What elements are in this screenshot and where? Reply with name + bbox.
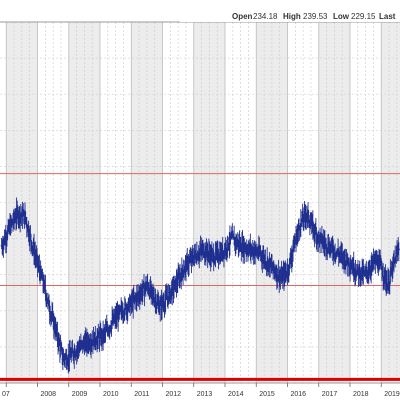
x-tick-label-2010: 2010: [103, 391, 119, 398]
low-label: Low: [333, 12, 350, 21]
x-tick-label-2018: 2018: [353, 391, 369, 398]
x-tick-label-2013: 2013: [197, 391, 213, 398]
x-tick-label-2016: 2016: [291, 391, 307, 398]
x-axis: 07 2008 2009 2010 2011 2012 2013 2014 2015 2016 20…: [2, 383, 400, 398]
reference-lines: [0, 173, 400, 381]
x-tick-label-2014: 2014: [228, 391, 244, 398]
x-tick-label-2009: 2009: [72, 391, 88, 398]
x-tick-label-2011: 2011: [134, 391, 149, 398]
open-label: Open: [232, 12, 253, 21]
x-tick-label-07: 07: [2, 391, 10, 398]
gridlines: [0, 21, 400, 384]
quote-header: Open 234.18 High 239.53 Low 229.15 Last: [180, 0, 400, 22]
x-tick-label-2019: 2019: [384, 391, 400, 398]
open-value: 234.18: [253, 12, 278, 21]
x-tick-label-2017: 2017: [322, 391, 338, 398]
x-tick-label-2008: 2008: [41, 391, 57, 398]
high-value: 239.53: [303, 12, 328, 21]
x-tick-label-2015: 2015: [259, 391, 275, 398]
low-value: 229.15: [351, 12, 376, 21]
last-label: Last: [379, 12, 396, 21]
high-label: High: [283, 12, 301, 21]
header-background: [180, 0, 400, 22]
x-tick-label-2012: 2012: [166, 391, 182, 398]
ohlc-bars: [0, 197, 400, 374]
